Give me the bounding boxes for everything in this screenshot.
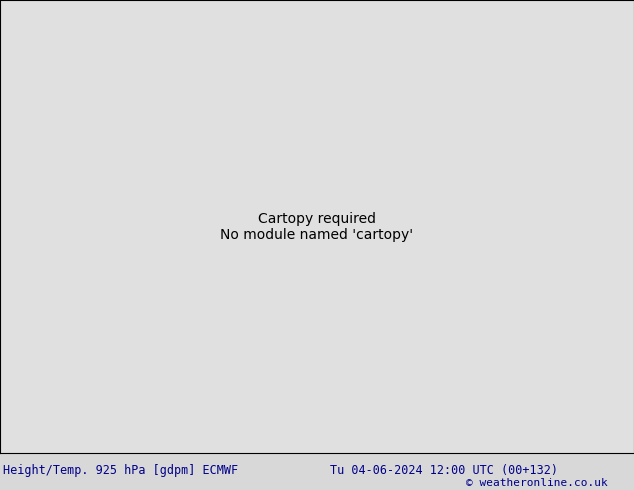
Text: Tu 04-06-2024 12:00 UTC (00+132): Tu 04-06-2024 12:00 UTC (00+132) <box>330 464 558 477</box>
Text: Cartopy required
No module named 'cartopy': Cartopy required No module named 'cartop… <box>221 212 413 242</box>
Text: Height/Temp. 925 hPa [gdpm] ECMWF: Height/Temp. 925 hPa [gdpm] ECMWF <box>3 464 238 477</box>
Text: © weatheronline.co.uk: © weatheronline.co.uk <box>466 478 608 488</box>
